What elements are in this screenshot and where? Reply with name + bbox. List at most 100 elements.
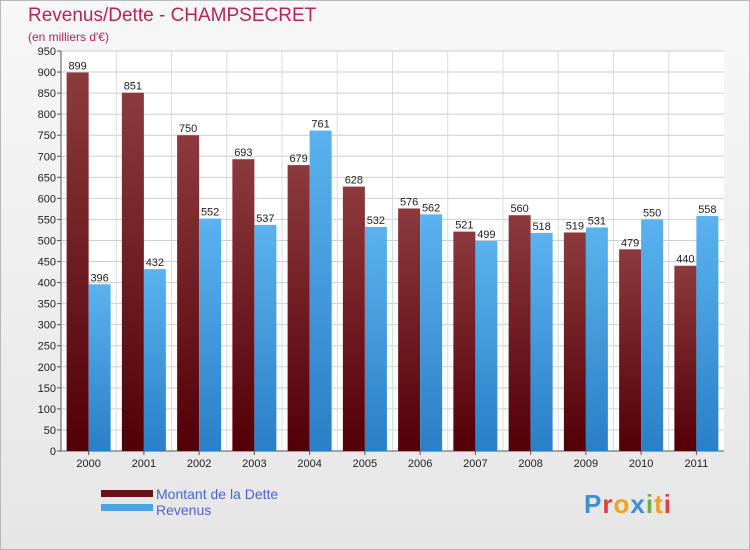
data-label-revenus: 562 — [422, 202, 440, 214]
x-tick-label: 2000 — [76, 458, 100, 470]
data-label-revenus: 537 — [256, 213, 274, 225]
bar-dette — [232, 159, 255, 452]
data-label-revenus: 550 — [643, 207, 661, 219]
y-tick-label: 300 — [38, 320, 56, 332]
data-label-dette: 679 — [289, 153, 307, 165]
bar-dette — [177, 135, 200, 452]
y-tick-label: 600 — [38, 193, 56, 205]
bar-dette — [508, 215, 531, 451]
y-tick-label: 550 — [38, 214, 56, 226]
data-label-dette: 899 — [68, 60, 86, 72]
bar-revenus — [530, 232, 553, 451]
logo-letter: o — [613, 489, 631, 519]
chart-subtitle: (en milliers d'€) — [28, 30, 109, 44]
y-tick-label: 900 — [38, 67, 56, 79]
y-tick-label: 650 — [38, 172, 56, 184]
logo-letter: i — [663, 489, 672, 519]
x-tick-label: 2006 — [408, 458, 432, 470]
x-tick-label: 2003 — [242, 458, 266, 470]
grid-lines — [61, 50, 724, 452]
y-tick-label: 350 — [38, 299, 56, 311]
bar-dette — [563, 232, 586, 451]
data-label-revenus: 761 — [311, 119, 329, 131]
data-label-revenus: 558 — [698, 204, 716, 216]
data-label-dette: 750 — [179, 123, 197, 135]
bar-revenus — [420, 214, 443, 451]
axes: 0 50 100 150 200 250 300 350 400 450 500 550 600 650 7… — [38, 46, 724, 470]
data-label-revenus: 396 — [90, 272, 108, 284]
chart-title: Revenus/Dette - CHAMPSECRET — [28, 5, 317, 26]
data-labels: 899 396 851 432 750 552 693 537 679 761 628 532 576 5… — [68, 60, 716, 284]
bar-revenus — [364, 227, 387, 451]
bar-revenus — [254, 224, 277, 451]
logo-letter: r — [602, 489, 614, 519]
data-label-dette: 560 — [510, 203, 528, 215]
y-tick-label: 0 — [50, 446, 56, 458]
bar-dette — [619, 249, 642, 451]
y-tick-label: 400 — [38, 278, 56, 290]
y-tick-label: 850 — [38, 88, 56, 100]
x-tick-label: 2007 — [463, 458, 487, 470]
y-tick-label: 450 — [38, 257, 56, 269]
bar-revenus — [199, 218, 222, 451]
bar-revenus — [641, 219, 664, 451]
bar-revenus — [88, 284, 111, 451]
data-label-dette: 440 — [676, 254, 694, 266]
data-label-dette: 628 — [345, 175, 363, 187]
bar-revenus — [696, 216, 719, 451]
y-tick-label: 100 — [38, 404, 56, 416]
x-tick-label: 2002 — [187, 458, 211, 470]
data-label-revenus: 531 — [588, 215, 606, 227]
y-tick-label: 750 — [38, 130, 56, 142]
x-tick-label: 2008 — [518, 458, 542, 470]
data-label-dette: 521 — [455, 220, 473, 232]
legend-label-debt: Montant de la Dette — [156, 486, 279, 502]
x-tick-label: 2004 — [297, 458, 321, 470]
bar-revenus — [475, 240, 498, 451]
bar-dette — [287, 165, 310, 451]
x-tick-label: 2001 — [132, 458, 156, 470]
y-tick-label: 800 — [38, 109, 56, 121]
bar-revenus — [309, 130, 332, 451]
bar-dette — [674, 265, 697, 451]
x-tick-label: 2011 — [685, 458, 709, 470]
proxiti-logo: Proxiti — [584, 489, 672, 520]
data-label-revenus: 499 — [477, 229, 495, 241]
data-label-revenus: 432 — [146, 257, 164, 269]
data-label-dette: 851 — [124, 81, 142, 93]
y-tick-label: 700 — [38, 151, 56, 163]
logo-letter: i — [645, 489, 655, 519]
bar-dette — [66, 72, 89, 451]
legend-label-revenus: Revenus — [156, 502, 212, 518]
logo-letter: x — [630, 489, 646, 519]
x-tick-label: 2005 — [353, 458, 377, 470]
bar-revenus — [143, 269, 166, 451]
legend-swatch-revenus — [101, 504, 153, 511]
bar-dette — [342, 186, 365, 451]
logo-letter: P — [584, 489, 603, 519]
bar-dette — [121, 92, 144, 452]
logo-letter: t — [654, 489, 664, 519]
data-label-dette: 519 — [566, 220, 584, 232]
data-label-dette: 576 — [400, 196, 418, 208]
bar-dette — [453, 231, 476, 451]
data-label-revenus: 532 — [367, 215, 385, 227]
bars — [66, 72, 719, 452]
data-label-dette: 479 — [621, 237, 639, 249]
y-tick-label: 950 — [38, 46, 56, 58]
data-label-revenus: 518 — [532, 221, 550, 233]
y-tick-label: 500 — [38, 235, 56, 247]
bar-revenus — [585, 227, 608, 451]
y-tick-label: 200 — [38, 362, 56, 374]
x-tick-label: 2010 — [629, 458, 653, 470]
data-label-revenus: 552 — [201, 207, 219, 219]
y-tick-label: 250 — [38, 341, 56, 353]
legend-swatch-debt — [101, 490, 153, 497]
x-tick-label: 2009 — [574, 458, 598, 470]
y-tick-label: 50 — [44, 425, 56, 437]
y-tick-label: 150 — [38, 383, 56, 395]
bar-dette — [398, 208, 421, 451]
data-label-dette: 693 — [234, 147, 252, 159]
